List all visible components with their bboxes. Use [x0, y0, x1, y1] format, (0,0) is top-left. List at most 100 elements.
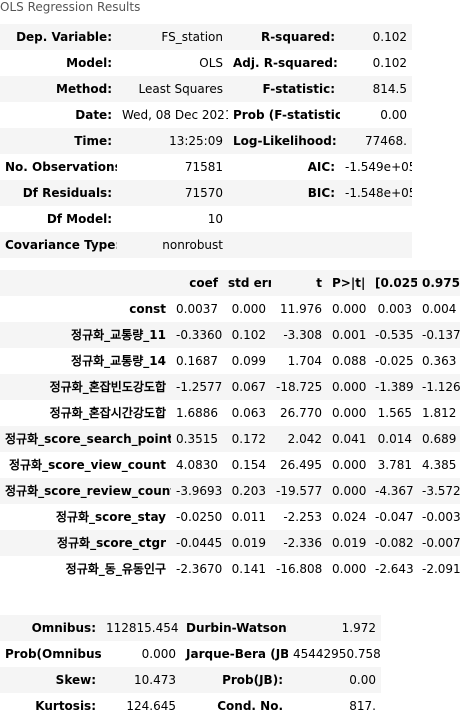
- table-caption: OLS Regression Results: [0, 0, 141, 14]
- p-cell: 0.088: [327, 348, 370, 374]
- table-row: Prob(Omnibus): 0.000 Jarque-Bera (JB): 4…: [0, 641, 381, 667]
- table-row: Df Residuals: 71570 BIC: -1.548e+05: [0, 180, 412, 206]
- summary-value: 71570: [117, 180, 228, 206]
- stderr-cell: 0.172: [223, 426, 271, 452]
- ci-high-cell: 0.004: [417, 296, 460, 322]
- summary-label: Log-Likelihood:: [228, 128, 340, 154]
- t-cell: -3.308: [271, 322, 327, 348]
- diagnostic-label: Durbin-Watson:: [181, 615, 288, 641]
- ci-high-cell: 1.812: [417, 400, 460, 426]
- ci-low-cell: -0.025: [370, 348, 417, 374]
- stderr-cell: 0.011: [223, 504, 271, 530]
- stderr-cell: 0.102: [223, 322, 271, 348]
- summary-label: R-squared:: [228, 24, 340, 50]
- t-cell: -2.336: [271, 530, 327, 556]
- t-cell: -2.253: [271, 504, 327, 530]
- summary-value: 71581: [117, 154, 228, 180]
- p-cell: 0.000: [327, 296, 370, 322]
- diagnostic-value: 1.972: [288, 615, 381, 641]
- coef-cell: -3.9693: [171, 478, 223, 504]
- diagnostic-value: 124.645: [101, 693, 181, 718]
- ci-high-cell: 0.689: [417, 426, 460, 452]
- variable-name: 정규화_score_search_point: [0, 426, 171, 452]
- summary-value: [340, 206, 412, 232]
- coef-cell: 4.0830: [171, 452, 223, 478]
- table-row: 정규화_score_view_count 4.0830 0.154 26.495…: [0, 452, 460, 478]
- table-row: 정규화_score_stay -0.0250 0.011 -2.253 0.02…: [0, 504, 460, 530]
- table-row: 정규화_score_search_point 0.3515 0.172 2.04…: [0, 426, 460, 452]
- diagnostic-label: Cond. No.: [181, 693, 288, 718]
- coef-cell: 0.0037: [171, 296, 223, 322]
- summary-label: Method:: [0, 76, 117, 102]
- diagnostic-value: 10.473: [101, 667, 181, 693]
- ci-low-cell: 0.014: [370, 426, 417, 452]
- coef-cell: -1.2577: [171, 374, 223, 400]
- summary-label: [228, 232, 340, 258]
- ci-high-cell: -0.003: [417, 504, 460, 530]
- column-header: [0.025: [370, 270, 417, 296]
- ci-low-cell: -4.367: [370, 478, 417, 504]
- diagnostic-value: 45442950.758: [288, 641, 381, 667]
- summary-label: Time:: [0, 128, 117, 154]
- summary-label: AIC:: [228, 154, 340, 180]
- variable-name: 정규화_score_review_count: [0, 478, 171, 504]
- variable-name: 정규화_동_유동인구: [0, 556, 171, 582]
- t-cell: 26.495: [271, 452, 327, 478]
- column-header: 0.975]: [417, 270, 460, 296]
- p-cell: 0.019: [327, 530, 370, 556]
- ci-low-cell: 1.565: [370, 400, 417, 426]
- column-header: coef: [171, 270, 223, 296]
- variable-name: 정규화_score_stay: [0, 504, 171, 530]
- table-row: 정규화_혼잡시간강도합 1.6886 0.063 26.770 0.000 1.…: [0, 400, 460, 426]
- coefficients-table: coef std err t P>|t| [0.025 0.975] const…: [0, 270, 460, 582]
- summary-value: 0.102: [340, 24, 412, 50]
- table-row: Skew: 10.473 Prob(JB): 0.00: [0, 667, 381, 693]
- ci-low-cell: 0.003: [370, 296, 417, 322]
- summary-label: No. Observations:: [0, 154, 117, 180]
- summary-value: Wed, 08 Dec 2021: [117, 102, 228, 128]
- ci-high-cell: 4.385: [417, 452, 460, 478]
- summary-value: 77468.: [340, 128, 412, 154]
- table-row: Dep. Variable: FS_station R-squared: 0.1…: [0, 24, 412, 50]
- t-cell: 2.042: [271, 426, 327, 452]
- summary-label: BIC:: [228, 180, 340, 206]
- ci-low-cell: -1.389: [370, 374, 417, 400]
- ci-low-cell: -0.535: [370, 322, 417, 348]
- variable-name: 정규화_교통량_14: [0, 348, 171, 374]
- ci-low-cell: 3.781: [370, 452, 417, 478]
- p-cell: 0.041: [327, 426, 370, 452]
- ci-high-cell: -2.091: [417, 556, 460, 582]
- table-row: 정규화_교통량_14 0.1687 0.099 1.704 0.088 -0.0…: [0, 348, 460, 374]
- column-header: std err: [223, 270, 271, 296]
- model-summary-body: Dep. Variable: FS_station R-squared: 0.1…: [0, 24, 412, 258]
- variable-name: 정규화_score_ctgr: [0, 530, 171, 556]
- stderr-cell: 0.000: [223, 296, 271, 322]
- variable-name: 정규화_score_view_count: [0, 452, 171, 478]
- table-row: Omnibus: 112815.454 Durbin-Watson: 1.972: [0, 615, 381, 641]
- table-row: 정규화_score_review_count -3.9693 0.203 -19…: [0, 478, 460, 504]
- p-cell: 0.000: [327, 556, 370, 582]
- summary-value: -1.548e+05: [340, 180, 412, 206]
- t-cell: -18.725: [271, 374, 327, 400]
- table-row: Date: Wed, 08 Dec 2021 Prob (F-statistic…: [0, 102, 412, 128]
- model-summary-table: Dep. Variable: FS_station R-squared: 0.1…: [0, 24, 412, 258]
- table-row: 정규화_혼잡빈도강도합 -1.2577 0.067 -18.725 0.000 …: [0, 374, 460, 400]
- coef-cell: -0.0250: [171, 504, 223, 530]
- ci-high-cell: -3.572: [417, 478, 460, 504]
- p-cell: 0.001: [327, 322, 370, 348]
- summary-value: -1.549e+05: [340, 154, 412, 180]
- table-row: const 0.0037 0.000 11.976 0.000 0.003 0.…: [0, 296, 460, 322]
- p-cell: 0.024: [327, 504, 370, 530]
- coefficients-header-row: coef std err t P>|t| [0.025 0.975]: [0, 270, 460, 296]
- variable-name: 정규화_혼잡빈도강도합: [0, 374, 171, 400]
- summary-label: Dep. Variable:: [0, 24, 117, 50]
- table-row: Time: 13:25:09 Log-Likelihood: 77468.: [0, 128, 412, 154]
- summary-value: OLS: [117, 50, 228, 76]
- table-row: 정규화_동_유동인구 -2.3670 0.141 -16.808 0.000 -…: [0, 556, 460, 582]
- p-cell: 0.000: [327, 452, 370, 478]
- stderr-cell: 0.141: [223, 556, 271, 582]
- table-row: Kurtosis: 124.645 Cond. No. 817.: [0, 693, 381, 718]
- coefficients-body: coef std err t P>|t| [0.025 0.975] const…: [0, 270, 460, 582]
- diagnostics-table: Omnibus: 112815.454 Durbin-Watson: 1.972…: [0, 615, 381, 718]
- diagnostic-label: Kurtosis:: [0, 693, 101, 718]
